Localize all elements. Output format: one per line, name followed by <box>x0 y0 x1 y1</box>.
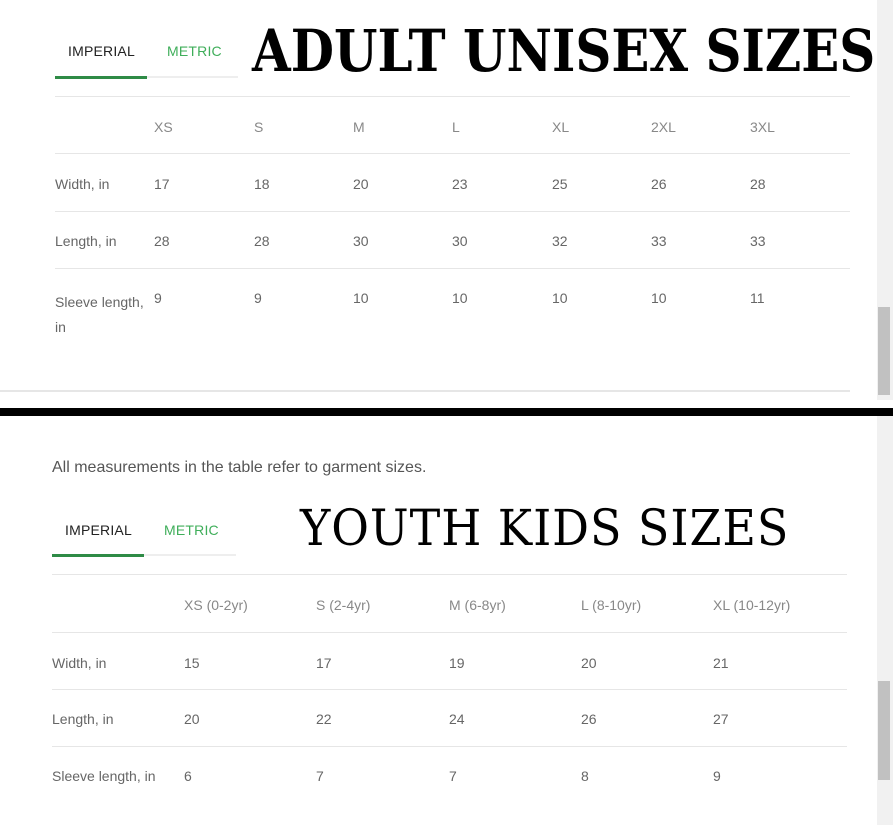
measurement-note: All measurements in the table refer to g… <box>52 459 427 476</box>
table-divider <box>52 746 847 747</box>
row-label: Length, in <box>52 711 114 727</box>
table-cell: 10 <box>552 290 568 306</box>
row-label: Width, in <box>52 655 107 671</box>
table-cell: 20 <box>581 655 597 671</box>
tab-imperial[interactable]: IMPERIAL <box>65 522 132 538</box>
table-cell: 20 <box>184 711 200 727</box>
table-cell: 6 <box>184 768 192 784</box>
adult-sizes-title: ADULT UNISEX SIZES <box>252 17 876 85</box>
scrollbar-track[interactable] <box>877 0 893 400</box>
row-label: Length, in <box>55 233 117 249</box>
table-divider <box>55 96 850 97</box>
table-bottom-border <box>0 390 850 392</box>
table-cell: 21 <box>713 655 729 671</box>
table-cell: 28 <box>154 233 170 249</box>
table-cell: 10 <box>651 290 667 306</box>
column-header: 3XL <box>750 119 775 135</box>
table-cell: 20 <box>353 176 369 192</box>
column-header: M <box>353 119 365 135</box>
table-cell: 27 <box>713 711 729 727</box>
column-header: S <box>254 119 264 135</box>
column-header: L <box>452 119 460 135</box>
table-cell: 26 <box>651 176 667 192</box>
table-divider <box>52 632 847 633</box>
row-label: Sleeve length, in <box>55 294 144 335</box>
table-cell: 7 <box>316 768 324 784</box>
row-label: Width, in <box>55 176 110 192</box>
table-cell: 17 <box>154 176 170 192</box>
table-cell: 25 <box>552 176 568 192</box>
column-header: M (6-8yr) <box>449 597 506 613</box>
table-cell: 19 <box>449 655 465 671</box>
table-cell: 10 <box>452 290 468 306</box>
table-divider <box>55 153 850 154</box>
tab-track <box>52 554 236 556</box>
table-cell: 18 <box>254 176 270 192</box>
tab-metric[interactable]: METRIC <box>167 43 222 59</box>
table-cell: 10 <box>353 290 369 306</box>
tab-imperial[interactable]: IMPERIAL <box>68 43 135 59</box>
table-cell: 9 <box>254 290 262 306</box>
tab-active-underline <box>52 554 144 557</box>
table-divider <box>55 211 850 212</box>
table-cell: 17 <box>316 655 332 671</box>
tab-active-underline <box>55 76 147 79</box>
scrollbar-thumb[interactable] <box>878 307 890 395</box>
table-cell: 30 <box>452 233 468 249</box>
table-cell: 26 <box>581 711 597 727</box>
table-cell: 7 <box>449 768 457 784</box>
column-header: XL <box>552 119 570 135</box>
scrollbar-thumb[interactable] <box>878 681 890 780</box>
table-cell: 11 <box>750 290 765 306</box>
row-label: Sleeve length, in <box>52 768 156 784</box>
youth-sizes-title: YOUTH KIDS SIZES <box>300 499 790 557</box>
table-cell: 32 <box>552 233 568 249</box>
table-cell: 15 <box>184 655 200 671</box>
column-header: XL (10-12yr) <box>713 597 791 613</box>
table-cell: 33 <box>651 233 667 249</box>
table-cell: 33 <box>750 233 766 249</box>
column-header: L (8-10yr) <box>581 597 642 613</box>
table-cell: 30 <box>353 233 369 249</box>
table-cell: 9 <box>713 768 721 784</box>
table-divider <box>52 574 847 575</box>
table-cell: 23 <box>452 176 468 192</box>
table-cell: 8 <box>581 768 589 784</box>
table-cell: 28 <box>254 233 270 249</box>
table-divider <box>52 689 847 690</box>
table-cell: 28 <box>750 176 766 192</box>
tab-metric[interactable]: METRIC <box>164 522 219 538</box>
table-cell: 22 <box>316 711 332 727</box>
section-divider <box>0 408 893 416</box>
column-header: 2XL <box>651 119 676 135</box>
column-header: XS <box>154 119 173 135</box>
table-divider <box>55 268 850 269</box>
column-header: XS (0-2yr) <box>184 597 248 613</box>
table-cell: 24 <box>449 711 465 727</box>
table-cell: 9 <box>154 290 162 306</box>
column-header: S (2-4yr) <box>316 597 371 613</box>
